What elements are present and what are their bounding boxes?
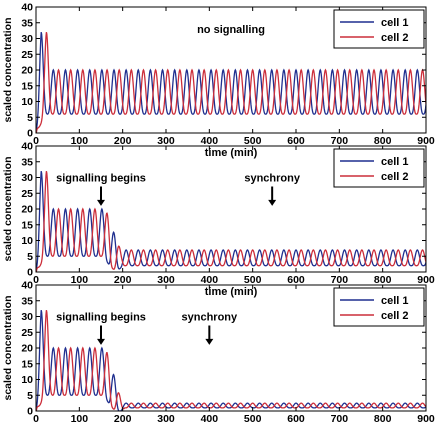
x-tick-label: 200 bbox=[114, 413, 132, 422]
annotation-label: synchrony bbox=[244, 173, 301, 185]
y-tick-label: 20 bbox=[21, 343, 33, 355]
x-tick-label: 200 bbox=[114, 274, 132, 286]
x-tick-label: 300 bbox=[157, 274, 175, 286]
y-tick-label: 0 bbox=[27, 267, 33, 279]
y-tick-label: 25 bbox=[21, 188, 33, 200]
series-line-cell-1 bbox=[36, 171, 426, 272]
series-group bbox=[36, 310, 426, 411]
x-tick-label: 700 bbox=[331, 135, 349, 147]
x-tick-label: 100 bbox=[71, 274, 89, 286]
y-tick-label: 5 bbox=[27, 112, 33, 124]
chart-panel-3: 0 100 200 300 400 500 600 700 800 900 0 5 10 15 20 25 30… bbox=[2, 280, 435, 422]
x-tick-label: 900 bbox=[417, 135, 435, 147]
annotation-arrow-head bbox=[97, 199, 105, 206]
x-tick-label: 0 bbox=[33, 135, 39, 147]
x-tick-label: 900 bbox=[417, 413, 435, 422]
x-tick-label: 500 bbox=[244, 274, 262, 286]
legend-label: cell 1 bbox=[381, 17, 409, 29]
x-tick-label: 400 bbox=[201, 413, 219, 422]
x-tick-label: 100 bbox=[71, 413, 89, 422]
annotation-arrow-head bbox=[97, 338, 105, 345]
legend-box bbox=[333, 287, 425, 327]
y-tick-label: 0 bbox=[27, 128, 33, 140]
legend: cell 1 cell 2 bbox=[333, 148, 425, 188]
x-tick-label: 500 bbox=[244, 413, 262, 422]
x-tick-label: 400 bbox=[201, 135, 219, 147]
x-tick-label: 300 bbox=[157, 413, 175, 422]
x-tick-label: 0 bbox=[33, 413, 39, 422]
series-line-cell-1 bbox=[36, 32, 426, 133]
legend-label: cell 2 bbox=[381, 32, 409, 44]
annotation-label: no signalling bbox=[197, 24, 265, 36]
x-tick-label: 800 bbox=[374, 135, 392, 147]
annotation-label: signalling begins bbox=[56, 312, 146, 324]
y-tick-label: 40 bbox=[21, 141, 33, 153]
y-tick-label: 15 bbox=[21, 358, 33, 370]
x-tick-label: 600 bbox=[287, 274, 305, 286]
x-tick-label: 100 bbox=[71, 135, 89, 147]
y-tick-label: 20 bbox=[21, 65, 33, 77]
legend-box bbox=[333, 9, 425, 49]
y-tick-label: 10 bbox=[21, 374, 33, 386]
y-tick-label: 5 bbox=[27, 390, 33, 402]
annotation-label: synchrony bbox=[182, 312, 239, 324]
x-tick-label: 800 bbox=[374, 413, 392, 422]
x-tick-label: 900 bbox=[417, 274, 435, 286]
annotation-label: signalling begins bbox=[56, 173, 146, 185]
x-tick-label: 800 bbox=[374, 274, 392, 286]
y-tick-label: 25 bbox=[21, 49, 33, 61]
y-axis-label: scaled concentration bbox=[2, 295, 14, 400]
series-line-cell-2 bbox=[36, 310, 426, 411]
legend-label: cell 2 bbox=[381, 171, 409, 183]
chart-panel-2: 0 100 200 300 400 500 600 700 800 900051015202530… bbox=[2, 141, 435, 299]
y-tick-label: 10 bbox=[21, 235, 33, 247]
y-tick-label: 5 bbox=[27, 251, 33, 263]
x-tick-label: 700 bbox=[331, 413, 349, 422]
y-tick-label: 35 bbox=[21, 17, 33, 29]
y-tick-label: 35 bbox=[21, 156, 33, 168]
x-axis-label: time (min) bbox=[205, 147, 258, 159]
x-tick-label: 500 bbox=[244, 135, 262, 147]
y-tick-label: 40 bbox=[21, 280, 33, 292]
series-line-cell-2 bbox=[36, 32, 426, 133]
legend: cell 1 cell 2 bbox=[333, 9, 425, 49]
x-tick-label: 600 bbox=[287, 413, 305, 422]
y-axis-label: scaled concentration bbox=[2, 17, 14, 122]
y-tick-label: 35 bbox=[21, 295, 33, 307]
y-tick-label: 30 bbox=[21, 311, 33, 323]
x-tick-label: 0 bbox=[33, 274, 39, 286]
annotation-arrow-head bbox=[268, 199, 277, 206]
y-tick-label: 20 bbox=[21, 204, 33, 216]
y-tick-label: 10 bbox=[21, 96, 33, 108]
x-tick-label: 700 bbox=[331, 274, 349, 286]
x-tick-label: 600 bbox=[287, 135, 305, 147]
series-group bbox=[36, 171, 426, 272]
x-tick-label: 400 bbox=[201, 274, 219, 286]
legend-label: cell 1 bbox=[381, 295, 409, 307]
x-axis-label: time (min) bbox=[205, 286, 258, 298]
y-tick-label: 40 bbox=[21, 2, 33, 14]
annotation-arrow-head bbox=[205, 338, 214, 345]
legend-label: cell 2 bbox=[381, 310, 409, 322]
y-tick-label: 25 bbox=[21, 327, 33, 339]
y-tick-label: 0 bbox=[27, 406, 33, 418]
legend-label: cell 1 bbox=[381, 156, 409, 168]
chart-panel-1: 0 100 200 300 400 500 600 700 800 900051015202530… bbox=[2, 2, 435, 160]
series-group bbox=[36, 32, 426, 133]
legend-box bbox=[333, 148, 425, 188]
x-tick-label: 300 bbox=[157, 135, 175, 147]
legend: cell 1 cell 2 bbox=[333, 287, 425, 327]
y-tick-label: 15 bbox=[21, 80, 33, 92]
y-tick-label: 15 bbox=[21, 219, 33, 231]
series-line-cell-1 bbox=[36, 310, 426, 411]
x-tick-label: 200 bbox=[114, 135, 132, 147]
y-axis-label: scaled concentration bbox=[2, 156, 14, 261]
series-line-cell-2 bbox=[36, 171, 426, 272]
y-tick-label: 30 bbox=[21, 33, 33, 45]
y-tick-label: 30 bbox=[21, 172, 33, 184]
